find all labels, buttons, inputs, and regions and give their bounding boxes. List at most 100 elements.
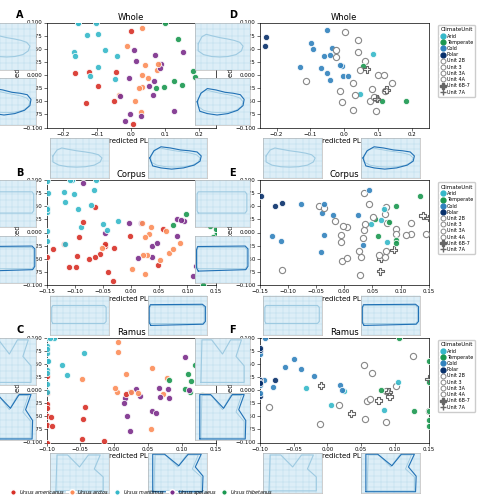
Point — [201, 372, 209, 380]
Point — [87, 201, 95, 209]
Point — [47, 413, 55, 421]
Point — [359, 241, 367, 249]
Point — [208, 218, 216, 226]
Point — [359, 62, 367, 70]
Point — [380, 206, 388, 214]
Point — [367, 96, 374, 104]
Point — [206, 222, 214, 230]
Point — [335, 401, 343, 409]
Point — [270, 202, 278, 210]
Point — [361, 57, 368, 65]
Point — [425, 200, 433, 207]
Point — [91, 203, 99, 211]
Point — [44, 189, 52, 197]
Point — [257, 192, 265, 200]
Point — [73, 252, 80, 260]
Point — [125, 220, 133, 228]
Point — [256, 376, 264, 384]
Point — [50, 334, 58, 342]
Point — [110, 244, 118, 252]
Point — [302, 384, 310, 392]
Point — [125, 74, 133, 82]
Point — [137, 220, 145, 228]
Point — [211, 242, 219, 250]
Point — [256, 378, 264, 386]
Point — [126, 388, 134, 396]
Point — [377, 254, 385, 262]
Point — [137, 108, 145, 116]
Point — [196, 212, 204, 220]
Point — [177, 216, 185, 224]
Point — [202, 406, 210, 414]
Point — [147, 426, 155, 434]
Point — [375, 251, 383, 259]
Point — [212, 214, 220, 222]
Point — [122, 370, 130, 378]
Point — [348, 106, 356, 114]
Point — [347, 410, 355, 418]
Point — [170, 77, 178, 85]
Point — [165, 248, 173, 256]
Point — [131, 97, 139, 105]
Point — [381, 71, 389, 79]
Y-axis label: Predicted PLS2: Predicted PLS2 — [228, 364, 234, 416]
Title: Ramus: Ramus — [330, 328, 359, 336]
Point — [43, 358, 50, 366]
Point — [144, 74, 151, 82]
Point — [389, 78, 396, 86]
Point — [94, 30, 102, 38]
Point — [419, 212, 427, 220]
Point — [320, 200, 328, 208]
Legend: Arid, Temperate, Cold, Polar, Unit 2B, Unit 3, Unit 3A, Unit 4A, Unit 6B-7, Unit: Arid, Temperate, Cold, Polar, Unit 2B, U… — [438, 182, 475, 254]
Point — [343, 223, 351, 231]
Point — [392, 382, 400, 390]
Point — [165, 385, 172, 393]
Point — [355, 247, 363, 255]
Point — [79, 178, 87, 186]
Point — [339, 222, 346, 230]
Point — [78, 218, 86, 226]
Point — [383, 220, 391, 228]
Point — [72, 68, 79, 76]
Point — [92, 253, 99, 261]
Point — [61, 240, 69, 248]
Point — [256, 346, 264, 354]
Point — [126, 232, 134, 239]
Point — [328, 44, 336, 52]
Point — [356, 22, 364, 30]
Point — [195, 360, 202, 368]
Point — [407, 219, 415, 227]
Point — [425, 214, 433, 222]
Point — [186, 388, 194, 396]
Point — [425, 359, 433, 367]
Point — [422, 230, 430, 237]
Point — [212, 231, 220, 239]
Point — [340, 72, 347, 80]
Text: D: D — [229, 10, 237, 20]
Point — [101, 242, 109, 250]
Point — [374, 232, 382, 240]
Point — [363, 66, 371, 74]
Point — [120, 398, 128, 406]
Point — [79, 416, 87, 424]
Point — [103, 226, 111, 234]
Point — [150, 77, 158, 85]
Title: Corpus: Corpus — [116, 170, 146, 179]
Point — [122, 390, 129, 398]
Point — [319, 230, 327, 238]
Point — [311, 372, 319, 380]
Point — [92, 176, 99, 184]
Point — [114, 348, 122, 356]
Point — [393, 378, 401, 386]
Point — [357, 253, 365, 261]
Point — [138, 71, 146, 79]
Point — [43, 342, 50, 349]
Point — [189, 272, 197, 280]
Point — [318, 248, 325, 256]
Point — [307, 38, 315, 46]
Point — [60, 240, 68, 248]
Point — [146, 82, 153, 90]
Point — [68, 176, 75, 184]
Point — [66, 176, 74, 184]
Point — [143, 250, 150, 258]
